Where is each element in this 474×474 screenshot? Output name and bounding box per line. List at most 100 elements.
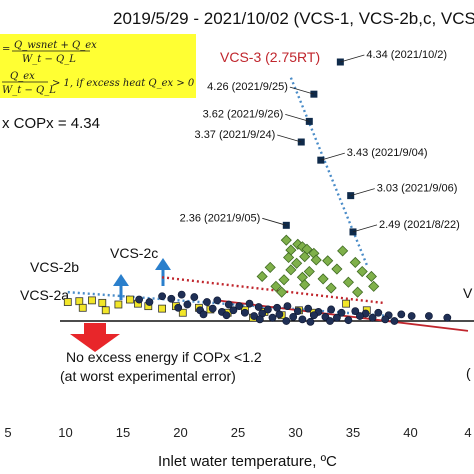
- annotation-leader-7: [262, 217, 287, 226]
- x-axis-ticks: 5 10 15 20 25 30 35 40 4: [4, 425, 471, 440]
- vcs2b-series-label: VCS-2b: [30, 259, 79, 275]
- annotation-leader-2: [289, 86, 315, 95]
- vcs2a-point: [178, 308, 187, 317]
- vcs2c-point: [283, 251, 295, 264]
- vcs1-point: [273, 303, 281, 312]
- vcs1-point: [174, 303, 183, 312]
- vcs2c-point: [349, 256, 361, 269]
- vcs1-point: [199, 310, 208, 319]
- vcs1-point: [224, 300, 233, 309]
- vcs1-point: [255, 315, 264, 324]
- vcs1-point: [306, 317, 315, 326]
- x-tick-label-15: 15: [116, 425, 130, 440]
- vcs2c-point: [299, 279, 311, 291]
- vcs2a-point: [101, 306, 110, 315]
- vcs1-point: [424, 312, 433, 320]
- vcs2c-series-label: VCS-2c: [110, 245, 158, 261]
- vcs1-point: [263, 305, 272, 314]
- vcs2c-point: [342, 276, 354, 288]
- vcs1-point: [289, 312, 298, 321]
- annotation-label-4: 3.43 (2021/9/04): [347, 147, 428, 159]
- vcs2a-point: [78, 303, 87, 312]
- vcs2a-point: [98, 298, 107, 307]
- vcs1-point: [167, 294, 176, 303]
- vcs1-point: [344, 316, 353, 325]
- vcs2c-point: [368, 280, 380, 292]
- formula-line1-lhs: =: [2, 44, 10, 55]
- formula-line1-numerator: Q_wsnet + Q_ex: [14, 40, 97, 51]
- vcs1-point: [208, 304, 217, 313]
- point-annotations: 4.34 (2021/10/2) 4.26 (2021/9/25) 3.62 (20…: [180, 49, 460, 233]
- vcs1-point: [282, 317, 291, 325]
- x-axis-label: Inlet water temperature, ºC: [158, 453, 337, 470]
- vcs1-point: [183, 300, 192, 309]
- x-tick-label-4: 4: [464, 425, 471, 440]
- vcs2a-point: [158, 304, 167, 313]
- vcs2c-point: [325, 282, 337, 294]
- vcs1-point: [327, 305, 336, 314]
- vcs1-point: [368, 313, 377, 322]
- vcs2a-point: [126, 295, 134, 304]
- formula-box: = Q_wsnet + Q_ex W_t − Q_L Q_ex W_t − Q_…: [0, 34, 196, 98]
- vcs1-point: [158, 292, 166, 301]
- x-tick-label-35: 35: [346, 425, 360, 440]
- annotation-label-1: 4.34 (2021/10/2): [366, 49, 447, 61]
- vcs1-point: [135, 295, 143, 304]
- annotation-leader-3: [285, 114, 310, 122]
- data-points: [63, 58, 452, 326]
- vcs2a-point: [88, 296, 96, 305]
- vcs2c-point: [278, 274, 290, 286]
- formula-line1-denominator: W_t − Q_L: [22, 54, 76, 65]
- vcs2c-point: [331, 263, 343, 275]
- vcs1-point: [337, 308, 346, 317]
- formula-background: [0, 34, 196, 98]
- formula-line2-condition: > 1, if excess heat Q_ex > 0: [52, 78, 195, 89]
- annotation-label-7: 2.36 (2021/9/05): [180, 212, 261, 224]
- x-tick-label-10: 10: [58, 425, 72, 440]
- annotation-label-2: 4.26 (2021/9/25): [207, 81, 288, 93]
- no-excess-down-arrow: [70, 323, 120, 352]
- vcs2a-point: [114, 300, 123, 309]
- annotation-leader-1: [340, 54, 365, 63]
- vcs1-point: [443, 313, 452, 322]
- copx-max-label: x COPx = 4.34: [2, 115, 100, 132]
- trend-line-2: [161, 276, 384, 305]
- annotation-leader-5: [277, 134, 302, 143]
- trend-line-1: [289, 77, 368, 266]
- formula-line2-numerator: Q_ex: [10, 71, 35, 82]
- vcs1-point: [309, 311, 318, 320]
- formula-line2-denominator: W_t − Q_L: [2, 85, 56, 96]
- vcs1-point: [390, 317, 399, 325]
- vcs1-point: [326, 317, 334, 325]
- right-edge-fragment: (: [466, 365, 471, 381]
- vcs1-point: [397, 310, 406, 319]
- annotation-leader-8: [352, 224, 378, 233]
- x-tick-label-5: 5: [4, 425, 11, 440]
- vcs1-point: [298, 315, 307, 324]
- vcs2c-point: [285, 264, 297, 276]
- no-excess-note-line2: (at worst experimental error): [60, 368, 236, 384]
- vcs1-point: [407, 312, 416, 320]
- vcs2c-point: [356, 265, 368, 278]
- vcs3-series-label: VCS-3 (2.75RT): [220, 49, 320, 65]
- vcs2c-point: [299, 251, 311, 263]
- vcs2c-point: [264, 261, 276, 273]
- vcs1-point: [332, 313, 341, 322]
- vcs2c-point: [270, 280, 282, 292]
- vcs1-point: [245, 299, 254, 308]
- vcs1-point: [275, 310, 284, 319]
- vcs1-point: [177, 290, 186, 299]
- vcs1-point: [190, 293, 199, 301]
- vcs1-point: [145, 298, 154, 306]
- vcs1-point: [374, 308, 383, 317]
- annotation-label-5: 3.37 (2021/9/24): [195, 129, 276, 141]
- vcs1-point: [351, 307, 360, 316]
- x-tick-label-25: 25: [231, 425, 245, 440]
- no-excess-note-line1: No excess energy if COPx <1.2: [66, 349, 262, 365]
- annotation-leader-6: [350, 188, 375, 197]
- vcs1-point: [240, 308, 249, 317]
- vcs2c-up-arrow: [155, 258, 171, 286]
- vcs1-point: [381, 315, 390, 324]
- vcs2a-series-label: VCS-2a: [20, 287, 69, 303]
